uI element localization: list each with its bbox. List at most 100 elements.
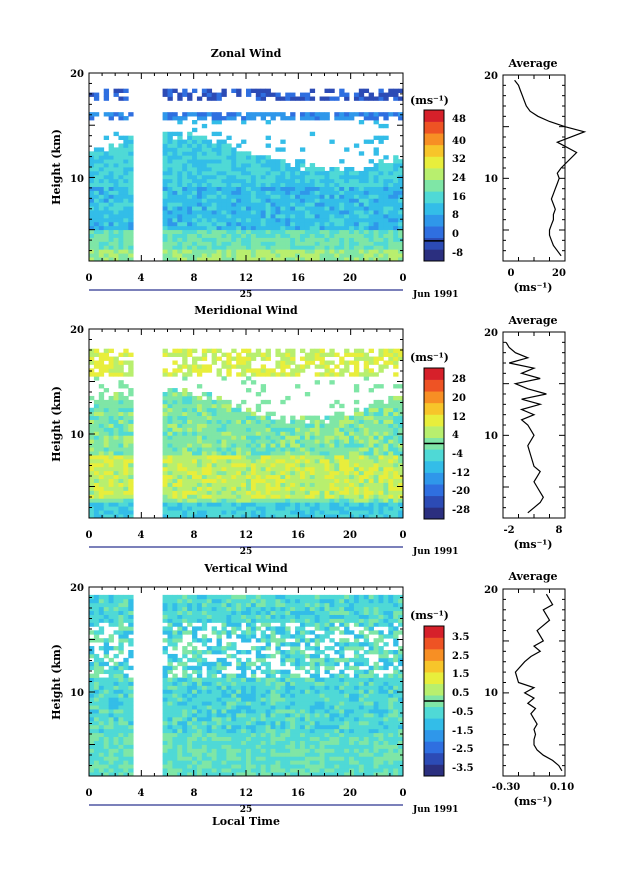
heatmap-cell bbox=[123, 744, 129, 749]
heatmap-cell bbox=[201, 423, 208, 428]
heatmap-cell bbox=[98, 439, 105, 444]
heatmap-cell bbox=[304, 182, 311, 187]
heatmap-cell bbox=[285, 225, 291, 231]
zonal-cbar-tick: -8 bbox=[452, 248, 463, 259]
heatmap-cell bbox=[128, 241, 134, 246]
heatmap-cell bbox=[98, 685, 105, 690]
heatmap-cell bbox=[378, 198, 384, 203]
heatmap-cell bbox=[226, 241, 232, 246]
heatmap-cell bbox=[314, 514, 320, 519]
heatmap-cell bbox=[196, 186, 203, 191]
heatmap-cell bbox=[201, 458, 208, 464]
heatmap-cell bbox=[241, 466, 247, 472]
heatmap-cell bbox=[162, 112, 168, 117]
heatmap-cell bbox=[260, 427, 267, 432]
heatmap-cell bbox=[187, 147, 193, 152]
heatmap-cell bbox=[285, 170, 291, 176]
heatmap-cell bbox=[378, 206, 384, 211]
heatmap-cell bbox=[118, 622, 124, 627]
heatmap-cell bbox=[182, 626, 188, 631]
heatmap-cell bbox=[128, 693, 134, 698]
heatmap-cell bbox=[103, 217, 110, 223]
heatmap-cell bbox=[192, 740, 198, 745]
heatmap-cell bbox=[295, 462, 301, 468]
heatmap-cell bbox=[358, 120, 365, 125]
heatmap-cell bbox=[260, 186, 267, 191]
heatmap-cell bbox=[206, 241, 213, 246]
heatmap-cell bbox=[363, 237, 370, 242]
heatmap-cell bbox=[93, 736, 100, 741]
heatmap-cell bbox=[275, 253, 281, 258]
heatmap-cell bbox=[187, 677, 193, 682]
heatmap-cell bbox=[398, 478, 404, 483]
heatmap-cell bbox=[344, 194, 350, 199]
heatmap-cell bbox=[299, 478, 306, 483]
heatmap-cell bbox=[349, 443, 355, 448]
heatmap-cell bbox=[201, 214, 208, 219]
heatmap-cell bbox=[314, 427, 320, 432]
heatmap-cell bbox=[93, 462, 100, 468]
heatmap-cell bbox=[378, 514, 384, 519]
heatmap-cell bbox=[89, 697, 95, 702]
heatmap-cell bbox=[128, 740, 134, 745]
heatmap-cell bbox=[167, 752, 173, 757]
heatmap-cell bbox=[172, 435, 178, 440]
heatmap-cell bbox=[393, 399, 399, 405]
heatmap-cell bbox=[358, 92, 365, 97]
heatmap-cell bbox=[93, 744, 100, 749]
heatmap-cell bbox=[192, 462, 198, 468]
heatmap-cell bbox=[118, 352, 124, 357]
heatmap-cell bbox=[221, 443, 227, 448]
heatmap-cell bbox=[187, 435, 193, 440]
heatmap-cell bbox=[388, 399, 394, 405]
heatmap-cell bbox=[89, 360, 95, 365]
heatmap-cell bbox=[270, 249, 276, 254]
heatmap-cell bbox=[368, 514, 374, 519]
heatmap-cell bbox=[89, 439, 95, 444]
heatmap-cell bbox=[236, 210, 242, 215]
heatmap-cell bbox=[353, 399, 360, 405]
heatmap-cell bbox=[398, 194, 404, 199]
heatmap-cell bbox=[358, 229, 365, 234]
heatmap-cell bbox=[192, 155, 198, 160]
heatmap-cell bbox=[182, 447, 188, 452]
heatmap-cell bbox=[118, 732, 124, 738]
heatmap-cell bbox=[196, 163, 203, 168]
heatmap-cell bbox=[285, 190, 291, 195]
heatmap-cell bbox=[123, 257, 129, 262]
heatmap-cell bbox=[329, 510, 335, 515]
heatmap-cell bbox=[128, 392, 134, 397]
heatmap-cell bbox=[98, 462, 105, 468]
heatmap-cell bbox=[255, 170, 262, 176]
heatmap-cell bbox=[226, 116, 232, 121]
heatmap-cell bbox=[285, 167, 291, 172]
heatmap-cell bbox=[211, 360, 217, 365]
heatmap-cell bbox=[167, 233, 173, 238]
heatmap-cell bbox=[128, 638, 134, 643]
heatmap-cell bbox=[177, 139, 183, 144]
heatmap-cell bbox=[196, 736, 203, 741]
heatmap-cell bbox=[113, 760, 119, 765]
heatmap-cell bbox=[383, 229, 389, 234]
heatmap-cell bbox=[280, 360, 286, 365]
heatmap-cell bbox=[314, 202, 320, 207]
heatmap-cell bbox=[113, 217, 119, 223]
heatmap-cell bbox=[324, 182, 330, 187]
heatmap-cell bbox=[192, 728, 198, 734]
heatmap-cell bbox=[270, 486, 276, 491]
heatmap-cell bbox=[255, 482, 262, 487]
heatmap-cell bbox=[211, 502, 217, 507]
heatmap-cell bbox=[378, 439, 384, 444]
heatmap-cell bbox=[358, 415, 365, 420]
heatmap-cell bbox=[167, 419, 173, 424]
heatmap-cell bbox=[295, 419, 301, 424]
heatmap-cell bbox=[226, 182, 232, 187]
heatmap-cell bbox=[236, 482, 242, 487]
heatmap-cell bbox=[329, 490, 335, 495]
heatmap-cell bbox=[93, 178, 100, 184]
heatmap-cell bbox=[290, 431, 296, 436]
heatmap-cell bbox=[187, 135, 193, 140]
heatmap-cell bbox=[393, 159, 399, 164]
heatmap-cell bbox=[221, 431, 227, 436]
heatmap-cell bbox=[373, 431, 379, 436]
